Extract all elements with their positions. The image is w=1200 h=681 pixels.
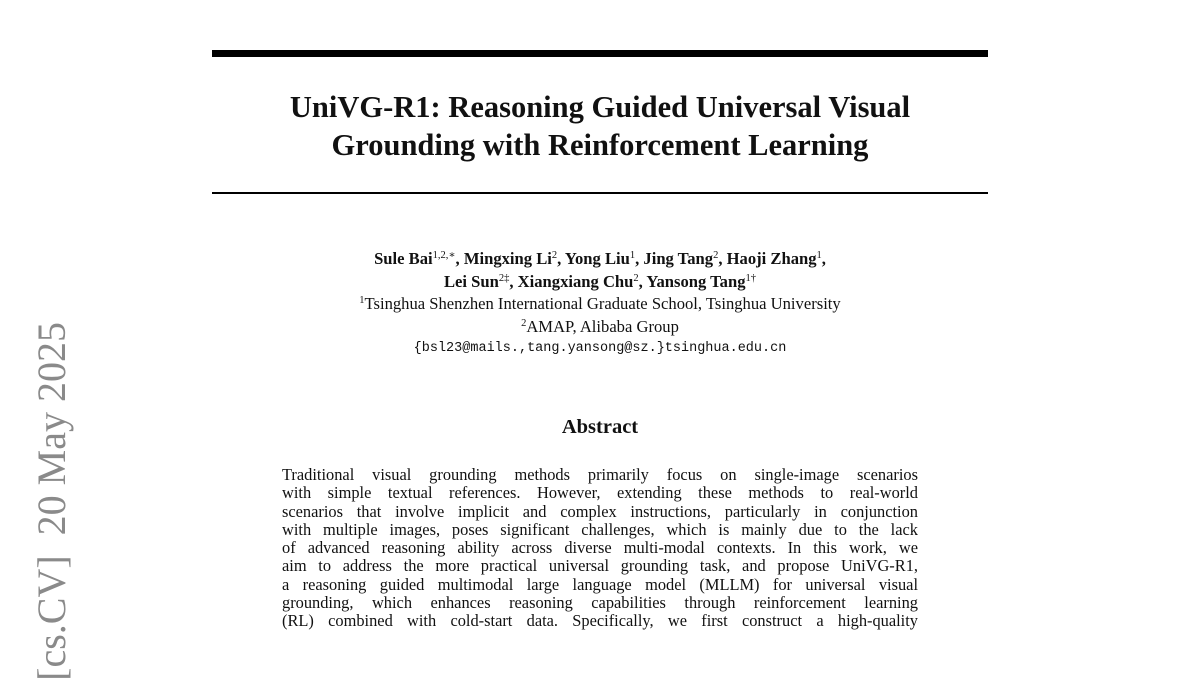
title-line: UniVG-R1: Reasoning Guided Universal Vis… [289, 90, 911, 124]
affiliation-text: AMAP, Alibaba Group [526, 316, 679, 336]
affiliation-text: Tsinghua Shenzhen International Graduate… [364, 294, 841, 313]
title-rule [212, 192, 988, 194]
author-separator: , [455, 249, 464, 268]
author-affiliation-mark: 1 [629, 250, 636, 261]
author-separator: , [509, 271, 518, 291]
author-separator: , [821, 249, 826, 268]
author-name: Haoji Zhang [726, 249, 817, 268]
arxiv-stamp: [cs.CV] 20 May 2025 [29, 322, 74, 681]
affiliation-2: 2AMAP, Alibaba Group [212, 316, 988, 339]
author-affiliation-mark: 2 [713, 250, 719, 261]
author-separator: , [718, 249, 727, 268]
author-name: Sule Bai [374, 249, 433, 268]
author-affiliation-mark: 1† [745, 272, 757, 284]
author-affiliation-mark: 1 [816, 250, 822, 261]
abstract-line: of advanced reasoning ability across div… [282, 538, 918, 558]
affiliation-1: 1Tsinghua Shenzhen International Graduat… [212, 293, 988, 316]
top-rule [212, 50, 988, 57]
abstract-line: with multiple images, poses significant … [282, 519, 918, 539]
abstract-line: a reasoning guided multimodal large lang… [282, 574, 918, 594]
title-line: Grounding with Reinforcement Learning [331, 128, 869, 162]
author-affiliation-mark: 2‡ [498, 272, 510, 284]
email[interactable]: {bsl23@mails.,tang.yansong@sz.}tsinghua.… [413, 341, 787, 356]
author-name: Lei Sun [443, 271, 499, 291]
author-line-2: Lei Sun2‡, Xiangxiang Chu2, Yansong Tang… [212, 271, 988, 294]
author-block: Sule Bai1,2,∗, Mingxing Li2, Yong Liu1, … [212, 248, 988, 361]
author-separator: , [635, 249, 644, 268]
author-name: Yong Liu [564, 249, 630, 268]
abstract-line: grounding, which enhances reasoning capa… [282, 593, 918, 613]
abstract-body: Traditional visual grounding methods pri… [282, 465, 918, 631]
abstract-line: aim to address the more practical univer… [282, 556, 918, 576]
author-separator: , [638, 271, 647, 291]
author-affiliation-mark: 2 [551, 250, 558, 261]
abstract-line: Traditional visual grounding methods pri… [282, 465, 918, 484]
affiliation-mark: 1 [359, 295, 365, 306]
abstract-heading: Abstract [561, 416, 639, 438]
abstract-line: scenarios that involve implicit and comp… [282, 501, 918, 521]
author-affiliation-mark: 1,2,∗ [432, 250, 456, 261]
affiliation-mark: 2 [521, 317, 527, 329]
abstract-line: (RL) combined with cold-start data. Spec… [282, 611, 918, 631]
author-name: Mingxing Li [463, 249, 552, 268]
abstract-line: with simple textual references. However,… [282, 483, 918, 503]
author-affiliation-mark: 2 [633, 272, 639, 284]
author-name: Jing Tang [643, 249, 714, 268]
author-name: Xiangxiang Chu [517, 271, 634, 291]
author-name: Yansong Tang [646, 271, 746, 291]
paper-title: UniVG-R1: Reasoning Guided Universal Vis… [212, 88, 988, 164]
author-separator: , [557, 249, 565, 268]
author-line-1: Sule Bai1,2,∗, Mingxing Li2, Yong Liu1, … [212, 248, 988, 271]
